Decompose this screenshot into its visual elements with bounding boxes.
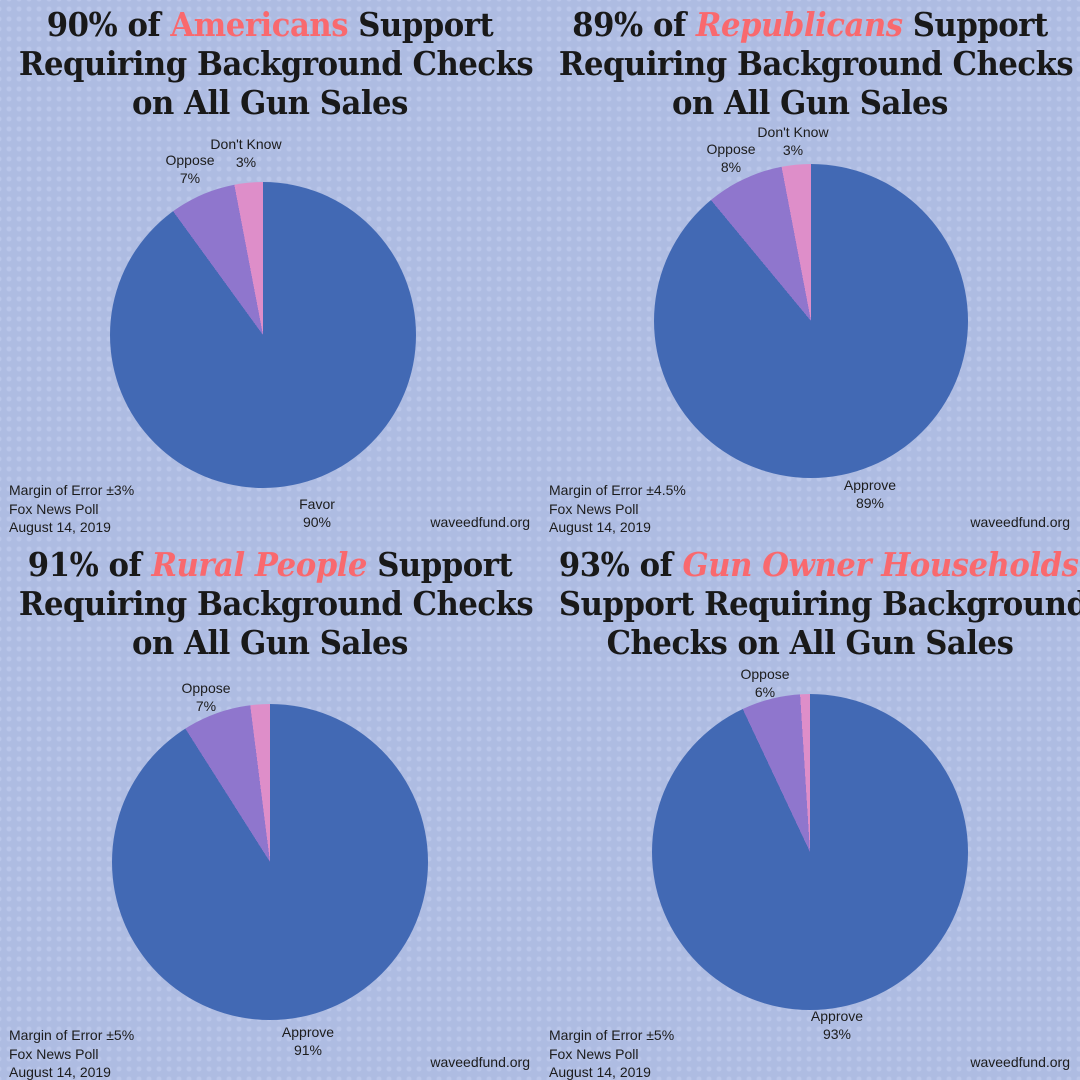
slice-percent: 90% (302, 513, 332, 530)
slice-label-oppose: Oppose 6% (740, 666, 789, 701)
slice-percent: 7% (195, 697, 217, 714)
panel-title: 93% of Gun Owner Households Support Requ… (558, 545, 1080, 662)
title-line-3: on All Gun Sales (672, 83, 948, 122)
poll-source-note: Margin of Error ±3% Fox News Poll August… (9, 481, 134, 537)
panel-title: 90% of Americans Support Requiring Backg… (18, 5, 534, 122)
title-text: Support (348, 5, 494, 44)
slice-label-approve: Approve 93% (811, 1008, 863, 1043)
slice-percent: 7% (179, 169, 201, 186)
slice-label-dont-know: Don't Know 3% (210, 136, 281, 171)
panel-title: 89% of Republicans Support Requiring Bac… (558, 5, 1074, 122)
watermark-url: waveedfund.org (970, 514, 1070, 530)
title-text: Support (902, 5, 1048, 44)
title-line-2: Support Requiring Background (558, 584, 1080, 623)
slice-label-oppose: Oppose 7% (181, 680, 230, 715)
slice-label-approve: Approve 89% (844, 477, 896, 512)
poll-source: Fox News Poll (549, 500, 639, 517)
slice-label-favor: Favor 90% (299, 496, 335, 531)
title-highlight: Gun Owner Households (682, 545, 1079, 584)
title-highlight: Republicans (695, 5, 903, 44)
slice-percent: 93% (822, 1025, 852, 1042)
slice-label-approve: Approve 91% (282, 1024, 334, 1059)
title-text: 91% of (27, 545, 152, 584)
title-highlight: Rural People (151, 545, 368, 584)
slice-label-oppose: Oppose 8% (706, 141, 755, 176)
pie-chart (652, 694, 968, 1010)
slice-label-dont-know: Don't Know 3% (757, 124, 828, 159)
title-text: 90% of (46, 5, 171, 44)
watermark-url: waveedfund.org (430, 1054, 530, 1070)
watermark-url: waveedfund.org (970, 1054, 1070, 1070)
slice-name: Approve (810, 1008, 864, 1024)
slice-percent: 3% (235, 153, 257, 170)
pie-chart (110, 182, 416, 488)
pie-chart (654, 164, 968, 478)
slice-name: Oppose (706, 141, 756, 157)
margin-of-error: Margin of Error ±4.5% (549, 482, 686, 498)
poll-source: Fox News Poll (9, 500, 99, 517)
slice-name: Don't Know (757, 124, 829, 140)
title-line-1: 91% of Rural People Support (19, 545, 521, 584)
poll-date: August 14, 2019 (549, 519, 651, 535)
title-line-1: 90% of Americans Support (19, 5, 521, 44)
poll-date: August 14, 2019 (9, 1064, 111, 1080)
slice-name: Approve (843, 477, 897, 493)
slice-name: Favor (299, 496, 335, 512)
panel-rural-people: 91% of Rural People Support Requiring Ba… (0, 540, 540, 1080)
pie-chart (112, 704, 428, 1020)
panel-republicans: 89% of Republicans Support Requiring Bac… (540, 0, 1080, 540)
slice-name: Oppose (165, 152, 215, 168)
title-line-3: Checks on All Gun Sales (606, 623, 1014, 662)
slice-name: Oppose (740, 666, 790, 682)
margin-of-error: Margin of Error ±3% (9, 482, 135, 498)
poll-date: August 14, 2019 (9, 519, 111, 535)
slice-percent: 89% (855, 494, 885, 511)
margin-of-error: Margin of Error ±5% (9, 1027, 135, 1043)
title-text: Support (367, 545, 513, 584)
title-line-3: on All Gun Sales (132, 623, 408, 662)
title-line-2: Requiring Background Checks (558, 44, 1074, 83)
slice-label-oppose: Oppose 7% (165, 152, 214, 187)
title-text: 89% of (572, 5, 696, 44)
title-line-3: on All Gun Sales (132, 83, 408, 122)
panel-americans: 90% of Americans Support Requiring Backg… (0, 0, 540, 540)
slice-name: Don't Know (210, 136, 282, 152)
title-line-1: 89% of Republicans Support (559, 5, 1061, 44)
poll-source: Fox News Poll (549, 1045, 639, 1062)
slice-percent: 3% (782, 141, 804, 158)
slice-percent: 91% (293, 1041, 323, 1058)
slice-name: Oppose (181, 680, 231, 696)
poll-source: Fox News Poll (9, 1045, 99, 1062)
slice-percent: 8% (720, 158, 742, 175)
panel-gun-owner-households: 93% of Gun Owner Households Support Requ… (540, 540, 1080, 1080)
panel-title: 91% of Rural People Support Requiring Ba… (18, 545, 534, 662)
title-text: 93% of (558, 545, 683, 584)
poll-source-note: Margin of Error ±5% Fox News Poll August… (9, 1026, 134, 1080)
poll-source-note: Margin of Error ±4.5% Fox News Poll Augu… (549, 481, 686, 537)
poll-source-note: Margin of Error ±5% Fox News Poll August… (549, 1026, 674, 1080)
title-line-2: Requiring Background Checks (18, 44, 534, 83)
title-line-1: 93% of Gun Owner Households (558, 545, 1079, 584)
title-highlight: Americans (170, 5, 349, 44)
margin-of-error: Margin of Error ±5% (549, 1027, 675, 1043)
slice-name: Approve (281, 1024, 335, 1040)
poll-date: August 14, 2019 (549, 1064, 651, 1080)
title-line-2: Requiring Background Checks (18, 584, 534, 623)
slice-percent: 6% (754, 683, 776, 700)
watermark-url: waveedfund.org (430, 514, 530, 530)
